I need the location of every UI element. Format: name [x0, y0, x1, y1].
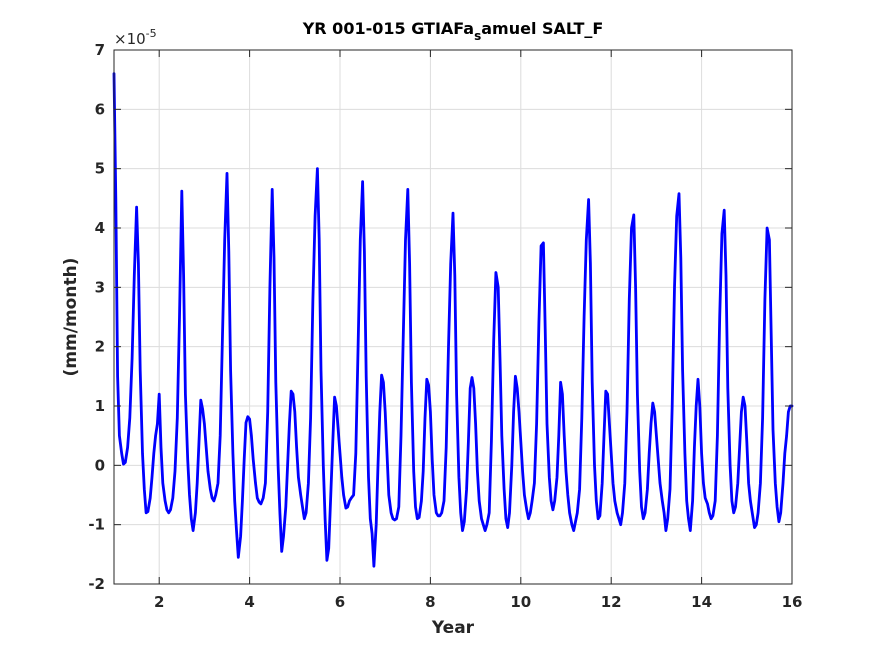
x-tick-label-3: 8: [425, 593, 435, 611]
plot-area: [114, 50, 792, 584]
y-tick-label-4: 2: [95, 338, 105, 356]
y-tick-label-7: 5: [95, 160, 105, 178]
x-tick-label-0: 2: [154, 593, 164, 611]
x-axis-label: Year: [431, 618, 475, 638]
x-tick-label-2: 6: [335, 593, 345, 611]
y-tick-labels: -2 -1 0 1 2 3 4 5 6 7: [88, 41, 105, 593]
series-line: [112, 72, 794, 568]
chart-title: YR 001-015 GTIAFasamuel SALT_F: [302, 19, 604, 43]
x-tick-label-5: 12: [601, 593, 622, 611]
series-layer: [112, 72, 794, 568]
plot-frame: [113, 49, 793, 585]
y-tick-label-9: 7: [95, 41, 105, 59]
y-tick-label-2: 0: [95, 456, 105, 474]
x-tick-labels: 2 4 6 8 10 12 14 16: [154, 593, 802, 611]
y-tick-label-3: 1: [95, 397, 105, 415]
y-tick-label-1: -1: [88, 516, 105, 534]
y-tick-label-6: 4: [95, 219, 105, 237]
y-tick-label-0: -2: [88, 575, 105, 593]
ticks: [114, 49, 793, 585]
x-tick-label-4: 10: [510, 593, 531, 611]
y-tick-label-5: 3: [95, 278, 105, 296]
y-axis-multiplier: ×10-5: [114, 27, 157, 48]
x-tick-label-7: 16: [782, 593, 803, 611]
y-tick-label-8: 6: [95, 100, 105, 118]
x-tick-label-1: 4: [244, 593, 254, 611]
x-tick-label-6: 14: [691, 593, 712, 611]
y-axis-label: (mm/month): [61, 258, 81, 377]
